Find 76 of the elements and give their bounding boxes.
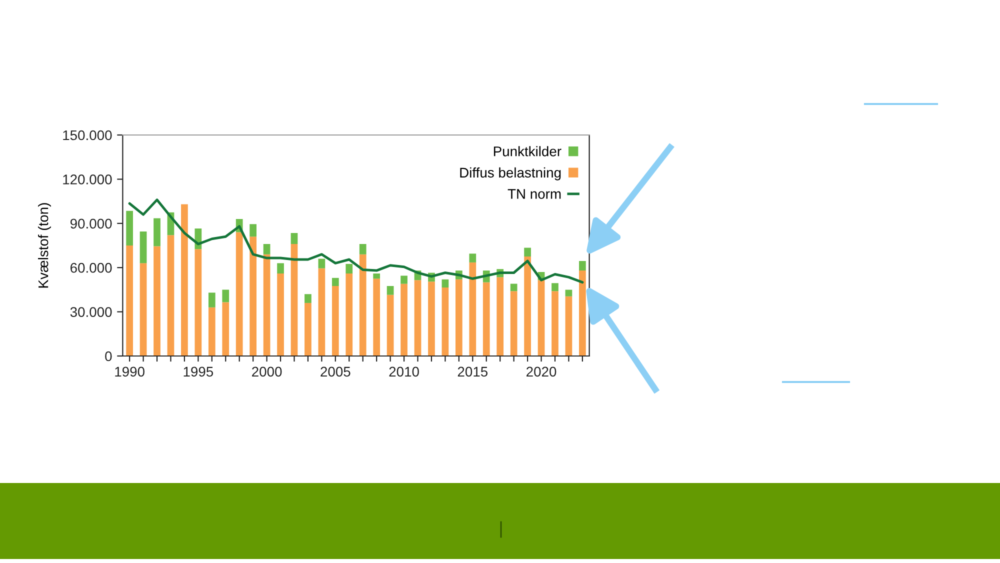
bar xyxy=(565,296,572,356)
bar xyxy=(277,263,284,274)
bar xyxy=(510,291,518,356)
bar xyxy=(126,246,133,356)
bar xyxy=(428,282,435,356)
bar xyxy=(510,284,518,292)
bar xyxy=(154,218,160,246)
bar xyxy=(442,287,449,356)
bar xyxy=(469,254,476,262)
bar xyxy=(552,283,558,292)
bar xyxy=(469,262,476,356)
bar xyxy=(250,236,257,356)
bar xyxy=(552,291,558,356)
bar xyxy=(263,254,270,356)
bar xyxy=(346,264,353,274)
bar xyxy=(222,302,230,356)
y-axis-title: Kvælstof (ton) xyxy=(38,203,51,288)
legend-label: TN norm xyxy=(508,189,561,199)
bar xyxy=(304,302,312,356)
bar xyxy=(482,282,490,356)
bar xyxy=(386,294,394,356)
legend-label: Punktkilder xyxy=(494,146,562,156)
bar xyxy=(154,246,160,356)
bar xyxy=(455,279,462,356)
x-tick-label: 2015 xyxy=(458,366,488,377)
bar xyxy=(442,279,449,288)
bar xyxy=(579,260,586,271)
y-tick-label: 60.000 xyxy=(70,262,112,273)
x-tick-label: 2000 xyxy=(252,366,282,377)
bar xyxy=(167,235,174,356)
bar xyxy=(140,232,147,264)
bar xyxy=(332,278,339,286)
bar xyxy=(194,249,202,356)
bar xyxy=(359,244,366,254)
bar xyxy=(565,290,572,296)
bar xyxy=(290,244,298,356)
bar xyxy=(373,278,380,356)
bar xyxy=(208,292,216,308)
y-tick-label: 30.000 xyxy=(70,307,112,317)
bar xyxy=(524,256,531,356)
legend-label: Diffus belastning xyxy=(460,167,561,180)
bar xyxy=(538,280,545,356)
bar xyxy=(386,286,394,295)
y-tick-label: 90.000 xyxy=(70,218,112,229)
bar xyxy=(359,254,366,356)
bar xyxy=(181,204,188,356)
bar xyxy=(414,280,422,356)
bar xyxy=(140,263,147,356)
bar xyxy=(373,273,380,279)
x-tick-label: 1990 xyxy=(115,366,144,377)
x-tick-label: 2020 xyxy=(526,366,556,377)
bar xyxy=(318,258,326,268)
bar xyxy=(524,248,531,257)
bar xyxy=(263,244,270,254)
bar xyxy=(290,232,298,244)
x-tick-label: 1995 xyxy=(184,366,214,377)
y-tick-label: 0 xyxy=(105,351,112,362)
bar xyxy=(304,294,312,303)
x-tick-label: 2010 xyxy=(389,366,419,377)
bar xyxy=(222,290,230,302)
x-tick-label: 2005 xyxy=(320,366,350,377)
bar xyxy=(126,210,133,246)
bar xyxy=(496,277,504,356)
bar xyxy=(400,276,408,284)
bar xyxy=(208,307,216,356)
bar xyxy=(236,232,243,356)
bar xyxy=(400,284,408,356)
y-tick-label: 120.000 xyxy=(63,174,112,184)
bar xyxy=(250,224,257,237)
bar xyxy=(277,273,284,356)
bar xyxy=(318,268,326,356)
bar xyxy=(579,270,586,356)
y-tick-label: 150.000 xyxy=(63,130,112,140)
bar xyxy=(332,286,339,356)
bar xyxy=(346,273,353,356)
line-series xyxy=(128,198,584,284)
